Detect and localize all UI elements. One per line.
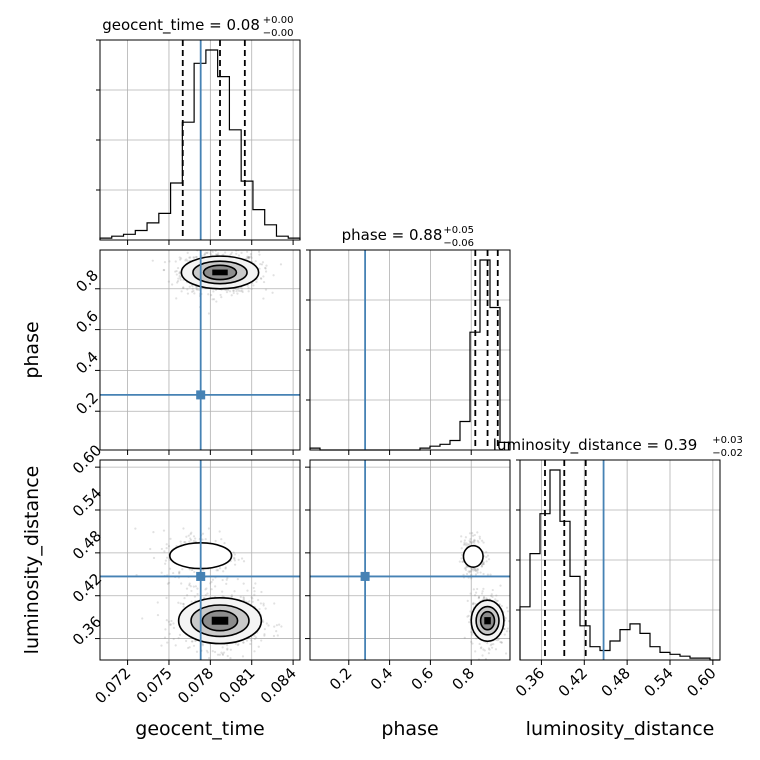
x-axis-label-luminosity_distance: luminosity_distance [526, 718, 715, 740]
x-tick-label-luminosity_distance: 0.36 [512, 664, 548, 700]
panel-frame [99, 459, 301, 661]
truth-marker [196, 571, 206, 581]
title-lower-error: −0.06 [443, 238, 474, 249]
y-tick-label-phase: 0.6 [72, 307, 102, 337]
x-tick-label-phase: 0.8 [448, 664, 478, 694]
y-axis-label-luminosity_distance: luminosity_distance [21, 466, 43, 655]
x-tick-label-phase: 0.2 [326, 664, 356, 694]
density-peak [211, 616, 229, 625]
panel-frame [99, 249, 301, 451]
x-tick-label-luminosity_distance: 0.48 [598, 664, 634, 700]
y-tick-label-phase: 0.8 [72, 266, 102, 296]
density-peak [484, 617, 491, 625]
x-tick-label-geocent_time: 0.072 [91, 664, 134, 707]
title-geocent_time: geocent_time = 0.08 +0.00 −0.00 [102, 15, 293, 39]
title-upper-error: +0.00 [263, 15, 294, 26]
panel-frame [309, 459, 511, 661]
title-upper-error: +0.05 [443, 225, 474, 236]
title-main: luminosity_distance = 0.39 [493, 436, 697, 455]
x-axis-label-geocent_time: geocent_time [135, 718, 264, 740]
x-tick-label-phase: 0.6 [408, 664, 438, 694]
samples-geocent_time-luminosity_distance [100, 460, 300, 660]
hist-panel-luminosity_distance [516, 459, 721, 661]
truth-marker [196, 390, 206, 400]
x-tick-label-luminosity_distance: 0.54 [640, 664, 676, 700]
title-luminosity_distance: luminosity_distance = 0.39 +0.03 −0.02 [493, 435, 743, 459]
hist-panel-phase [306, 249, 511, 451]
title-upper-error: +0.03 [712, 435, 743, 446]
histogram-luminosity_distance [519, 469, 720, 661]
x-tick-label-luminosity_distance: 0.42 [555, 664, 591, 700]
title-lower-error: −0.00 [263, 28, 294, 39]
y-tick-label-phase: 0.4 [72, 348, 102, 378]
x-tick-label-phase: 0.4 [367, 664, 397, 694]
x-tick-label-geocent_time: 0.075 [133, 664, 176, 707]
truth-marker [360, 571, 370, 581]
samples-geocent_time-phase [100, 250, 300, 450]
histogram-phase [309, 259, 511, 451]
samples-phase-luminosity_distance [310, 460, 510, 660]
y-axis-label-phase: phase [21, 321, 43, 378]
scatter-panel-geocent_time-vs-phase [99, 249, 301, 451]
title-main: geocent_time = 0.08 [102, 16, 260, 35]
density-peak [212, 269, 228, 276]
scatter-panel-geocent_time-vs-luminosity_distance [99, 459, 301, 661]
hist-panel-geocent_time [96, 39, 301, 241]
x-tick-label-geocent_time: 0.084 [257, 664, 300, 707]
title-lower-error: −0.02 [712, 448, 743, 459]
title-phase: phase = 0.88 +0.05 −0.06 [342, 225, 474, 249]
scatter-panel-phase-vs-luminosity_distance [309, 459, 511, 661]
x-tick-label-geocent_time: 0.081 [215, 664, 258, 707]
x-tick-label-luminosity_distance: 0.60 [683, 664, 719, 700]
x-axis-label-phase: phase [381, 718, 438, 740]
title-main: phase = 0.88 [342, 226, 443, 244]
contour-secondary [462, 544, 484, 568]
y-tick-label-phase: 0.2 [72, 389, 102, 419]
x-tick-label-geocent_time: 0.078 [174, 664, 217, 707]
